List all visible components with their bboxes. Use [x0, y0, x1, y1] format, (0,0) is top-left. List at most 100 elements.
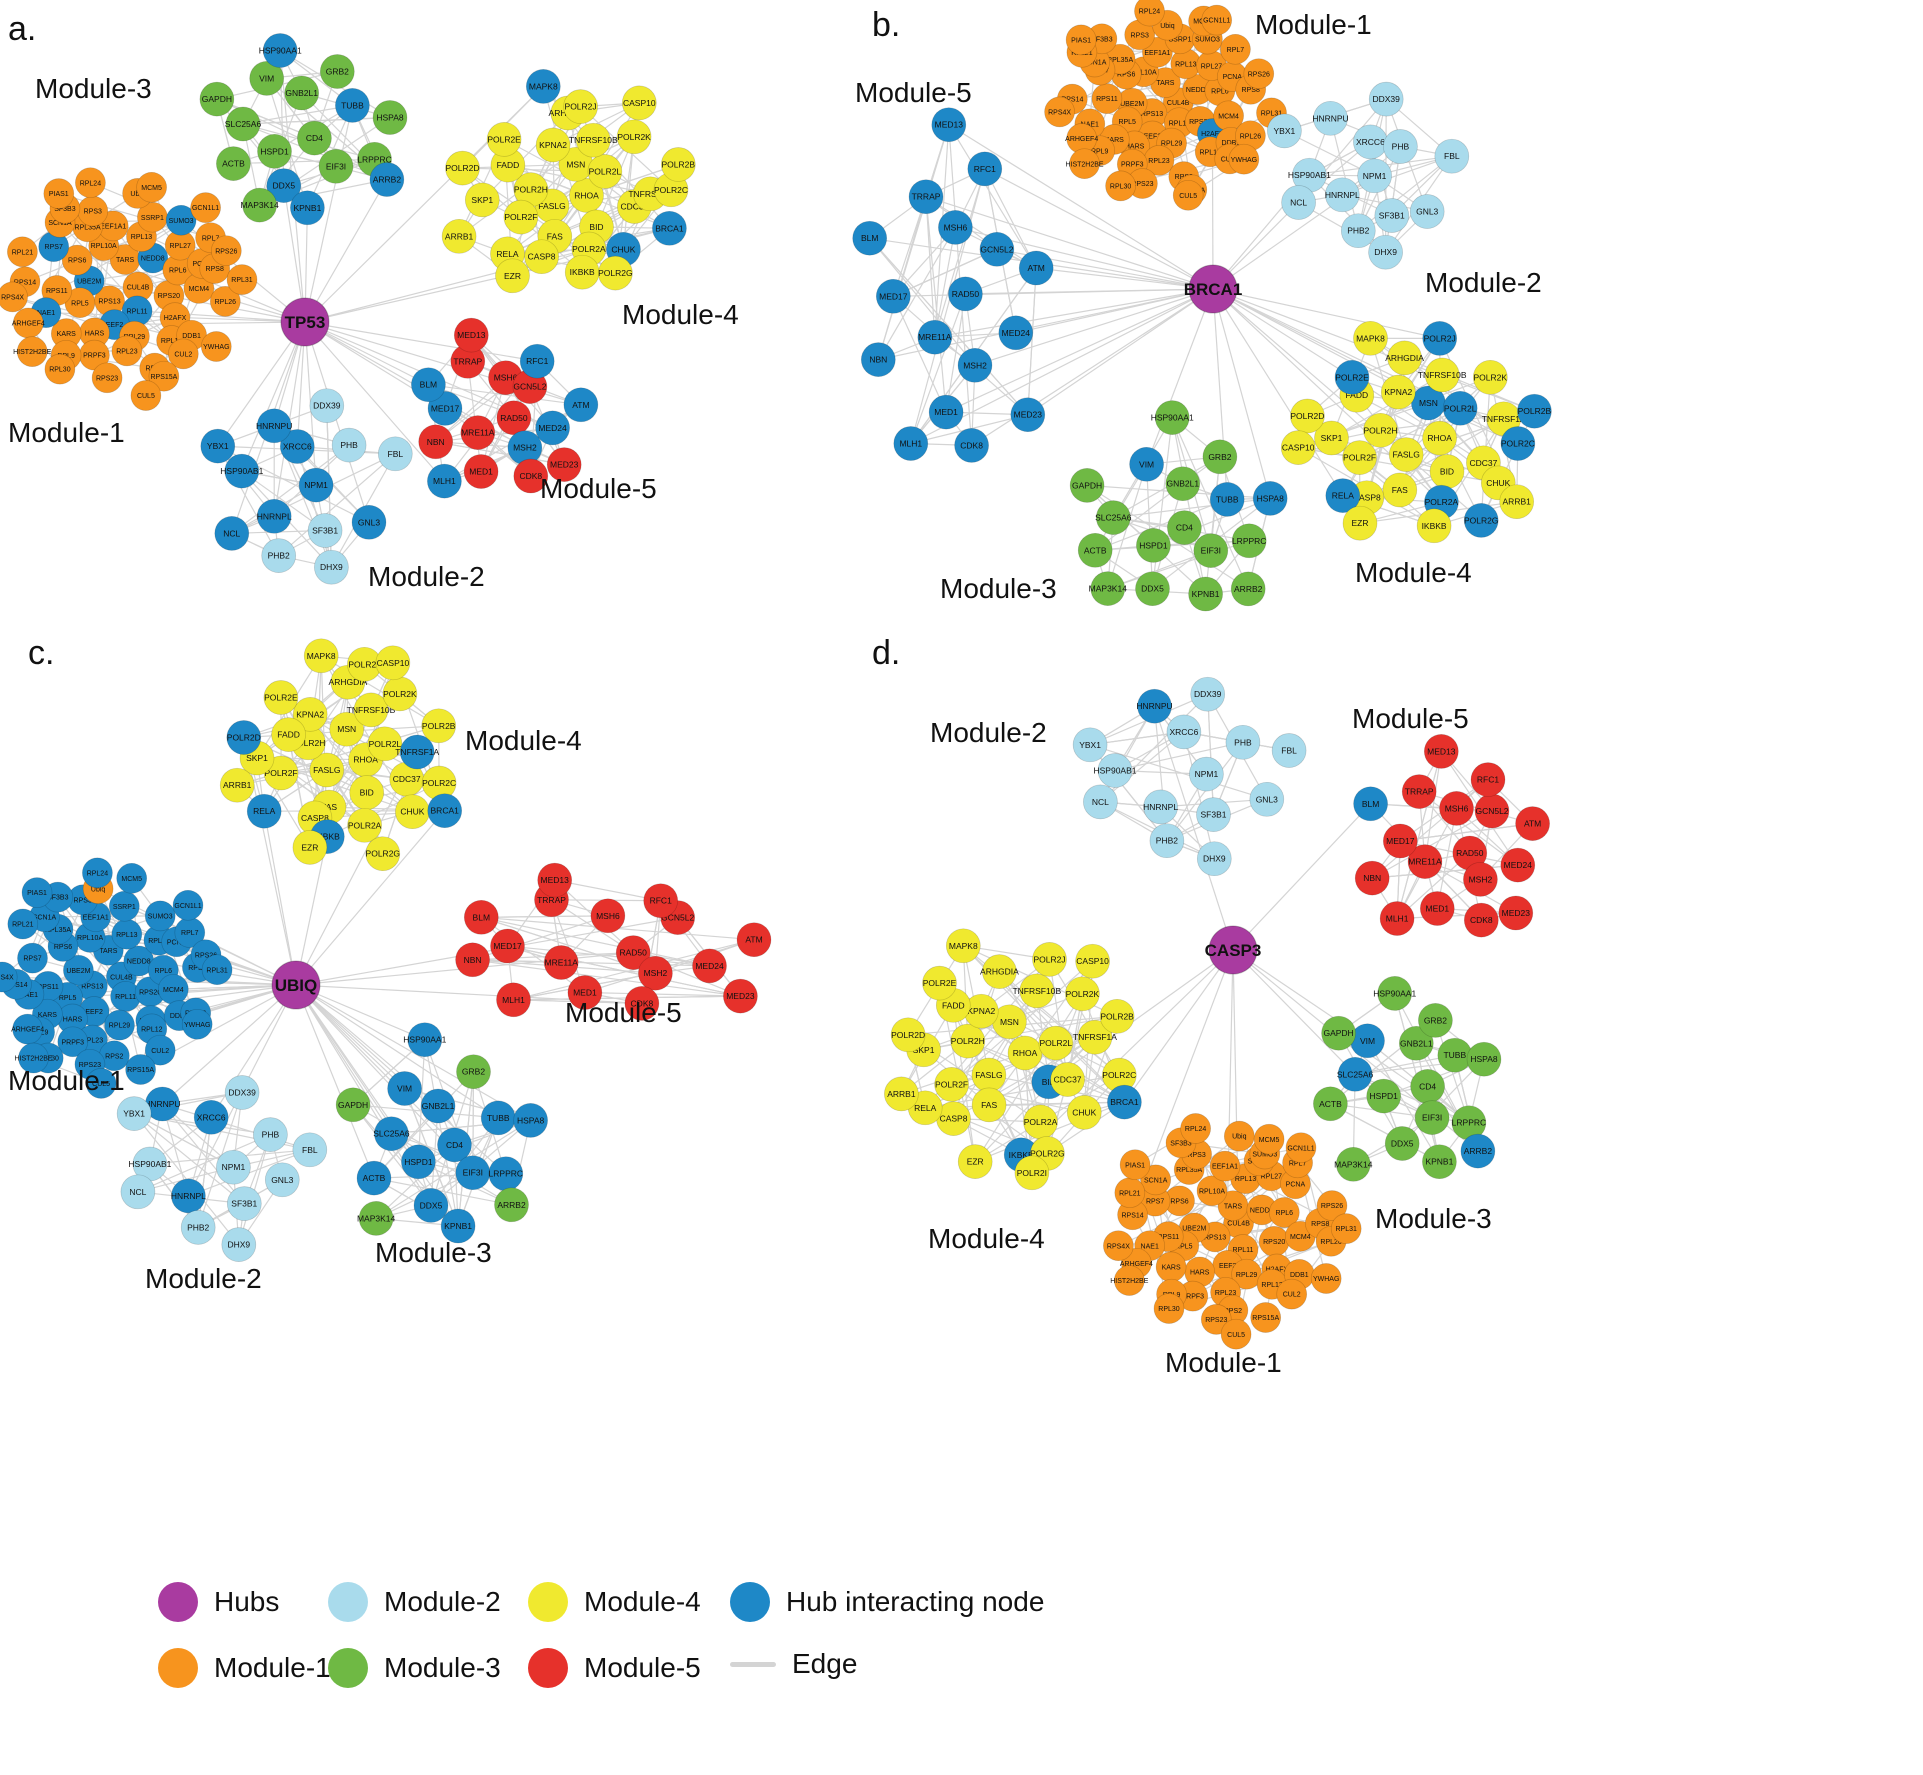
network-node [884, 1076, 919, 1112]
network-node [1423, 734, 1459, 769]
network-node [1153, 1293, 1185, 1324]
network-node [421, 708, 457, 744]
network-node [418, 424, 454, 460]
network-node [226, 264, 258, 295]
network-node [167, 338, 199, 370]
edge [1153, 706, 1234, 951]
network-node [18, 1042, 49, 1074]
network-node [1354, 860, 1390, 896]
network-node [496, 982, 531, 1018]
module-label: Module-2 [930, 717, 1047, 748]
network-node [256, 498, 292, 534]
network-node [621, 85, 657, 121]
network-node [116, 1096, 152, 1131]
network-node [224, 453, 260, 489]
network-node [1342, 440, 1377, 475]
edge [278, 453, 396, 557]
network-node [934, 1067, 969, 1102]
network-node [546, 447, 582, 482]
network-node [1091, 83, 1123, 114]
network-node [1065, 24, 1097, 56]
network-node [1243, 58, 1275, 90]
network-node [347, 807, 382, 843]
network-node [356, 1160, 392, 1196]
network-node [494, 1187, 529, 1223]
network-node [1072, 727, 1108, 763]
network-node [1167, 510, 1202, 545]
edge [1036, 267, 1214, 290]
edge [375, 1119, 531, 1219]
network-node [1517, 393, 1552, 429]
network-node [349, 775, 385, 810]
network-node [1066, 1095, 1102, 1130]
network-node [1193, 533, 1229, 568]
network-node [1007, 1035, 1043, 1071]
edge [869, 237, 1029, 416]
network-node [563, 89, 598, 124]
network-node [75, 167, 106, 199]
network-node [399, 734, 435, 770]
edge [1171, 417, 1249, 590]
network-node [214, 516, 250, 551]
network-node [967, 151, 1003, 187]
network-node [441, 218, 477, 254]
edge [327, 782, 440, 838]
network-node [1499, 484, 1535, 520]
edge [1212, 288, 1344, 496]
network-node [1439, 791, 1474, 826]
network-node [537, 862, 573, 898]
network-node [1424, 357, 1460, 393]
edge [1048, 959, 1069, 1080]
network-node [271, 717, 306, 752]
network-node [463, 454, 499, 489]
network-node [957, 1144, 993, 1179]
network-node [1280, 430, 1316, 465]
edge [877, 124, 950, 360]
network-node [1165, 466, 1201, 502]
edge [161, 1103, 245, 1204]
edge [231, 444, 350, 534]
network-node [950, 1023, 986, 1059]
network-node [1140, 1164, 1172, 1196]
network-node [242, 187, 277, 223]
edge [481, 916, 710, 967]
network-node [1252, 481, 1288, 516]
network-node [535, 127, 571, 163]
network-node [335, 1087, 371, 1123]
network-node [358, 1201, 394, 1236]
network-node [893, 426, 929, 461]
network-node [7, 236, 38, 268]
network-node [1249, 781, 1285, 817]
panel-letter: d. [872, 634, 900, 672]
module-label: Module-4 [928, 1223, 1045, 1254]
network-node [165, 204, 197, 236]
network-node [875, 278, 911, 314]
edge [1146, 464, 1154, 589]
hub-node [271, 960, 321, 1010]
network-node [445, 150, 480, 186]
network-node [331, 427, 367, 463]
edge [114, 321, 306, 326]
network-node [144, 900, 176, 932]
network-node [1250, 1302, 1282, 1333]
network-node [263, 680, 299, 715]
network-node [401, 1144, 436, 1180]
network-node [1379, 901, 1415, 936]
network-node [1380, 374, 1416, 410]
edge [948, 124, 1037, 269]
network-node [1075, 943, 1110, 979]
network-node [44, 353, 76, 385]
edge [481, 915, 608, 918]
network-node [563, 387, 599, 423]
network-node [144, 1034, 176, 1066]
network-node [1099, 998, 1135, 1034]
network-node [216, 1149, 251, 1185]
network-node [495, 258, 530, 294]
network-node [1407, 844, 1443, 879]
network-node [148, 360, 180, 392]
edge [1094, 483, 1184, 551]
network-node [279, 429, 315, 464]
network-node [226, 720, 262, 755]
edge [974, 993, 1083, 1162]
